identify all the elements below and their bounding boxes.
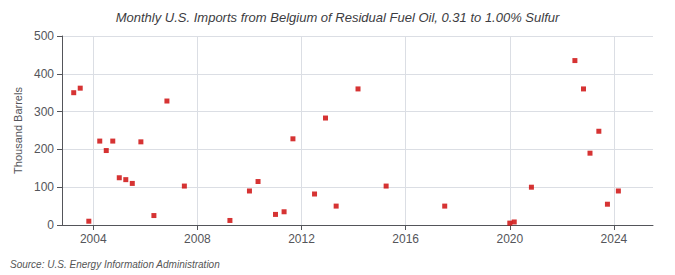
- svg-text:Monthly U.S. Imports from Belg: Monthly U.S. Imports from Belgium of Res…: [116, 10, 560, 25]
- svg-text:Thousand Barrels: Thousand Barrels: [12, 87, 24, 174]
- svg-text:2012: 2012: [288, 232, 315, 246]
- svg-text:100: 100: [34, 180, 54, 194]
- svg-text:0: 0: [47, 218, 54, 232]
- svg-text:400: 400: [34, 67, 54, 81]
- svg-text:2016: 2016: [392, 232, 419, 246]
- svg-text:2004: 2004: [80, 232, 107, 246]
- svg-text:200: 200: [34, 142, 54, 156]
- svg-text:2020: 2020: [496, 232, 523, 246]
- svg-text:300: 300: [34, 105, 54, 119]
- svg-text:Source: U.S. Energy Informatio: Source: U.S. Energy Information Administ…: [10, 259, 220, 270]
- svg-text:500: 500: [34, 29, 54, 43]
- svg-text:2024: 2024: [601, 232, 628, 246]
- svg-text:2008: 2008: [184, 232, 211, 246]
